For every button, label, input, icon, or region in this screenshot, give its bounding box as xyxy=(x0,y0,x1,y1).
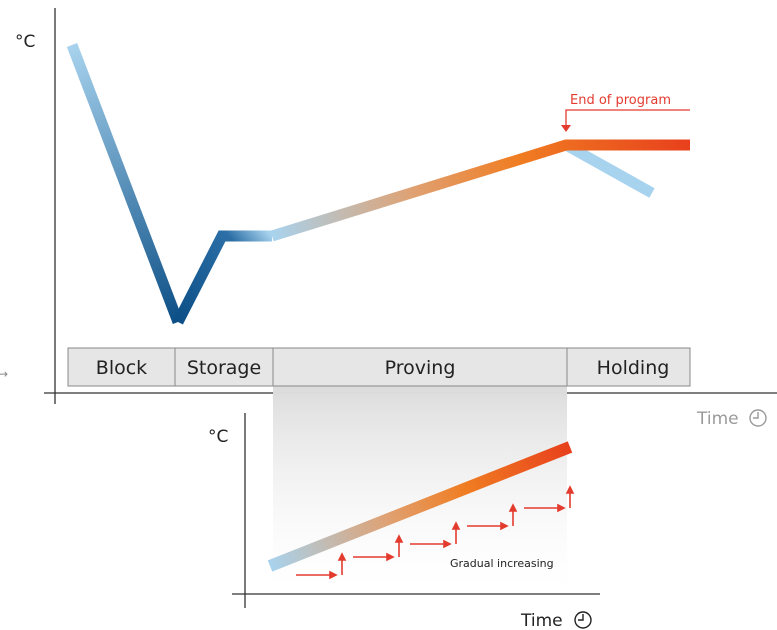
step-arrow xyxy=(353,534,404,562)
phase-box-holding xyxy=(566,347,691,387)
curve-end-drop xyxy=(563,140,655,198)
phase-label-proving: Proving xyxy=(385,357,456,379)
end-of-program-annotation: End of program xyxy=(561,93,690,132)
stray-arrow-glyph: → xyxy=(0,367,8,381)
curve-block-descent xyxy=(66,43,184,324)
main-axes xyxy=(44,8,777,404)
inset-axes xyxy=(232,413,600,608)
main-x-label: Time xyxy=(696,409,739,429)
step-arrow xyxy=(410,521,461,549)
step-arrow xyxy=(296,552,347,580)
end-of-program-leader xyxy=(565,109,690,127)
phase-box-proving xyxy=(272,347,568,387)
temperature-curve xyxy=(66,43,690,325)
main-y-unit: °C xyxy=(15,32,35,52)
gradual-increasing-label: Gradual increasing xyxy=(450,557,554,570)
phase-label-storage: Storage xyxy=(187,357,261,379)
end-of-program-arrowhead xyxy=(561,125,571,132)
curve-storage-rise xyxy=(173,230,272,325)
phase-label-holding: Holding xyxy=(597,357,670,379)
inset-temperature-ramp xyxy=(267,441,573,572)
inset-y-unit: °C xyxy=(208,427,228,447)
phase-bar: Block Storage Proving Holding xyxy=(67,347,691,387)
step-arrow xyxy=(467,503,518,531)
clock-icon xyxy=(574,611,592,629)
gradual-steps xyxy=(296,485,575,580)
inset-x-label: Time xyxy=(520,611,563,630)
end-of-program-label: End of program xyxy=(570,93,671,108)
step-arrow xyxy=(524,485,575,513)
clock-icon xyxy=(749,409,767,427)
curve-proving-rise xyxy=(270,139,690,242)
phase-label-block: Block xyxy=(96,357,147,379)
phase-box-storage xyxy=(174,347,274,387)
phase-box-block xyxy=(67,347,176,387)
